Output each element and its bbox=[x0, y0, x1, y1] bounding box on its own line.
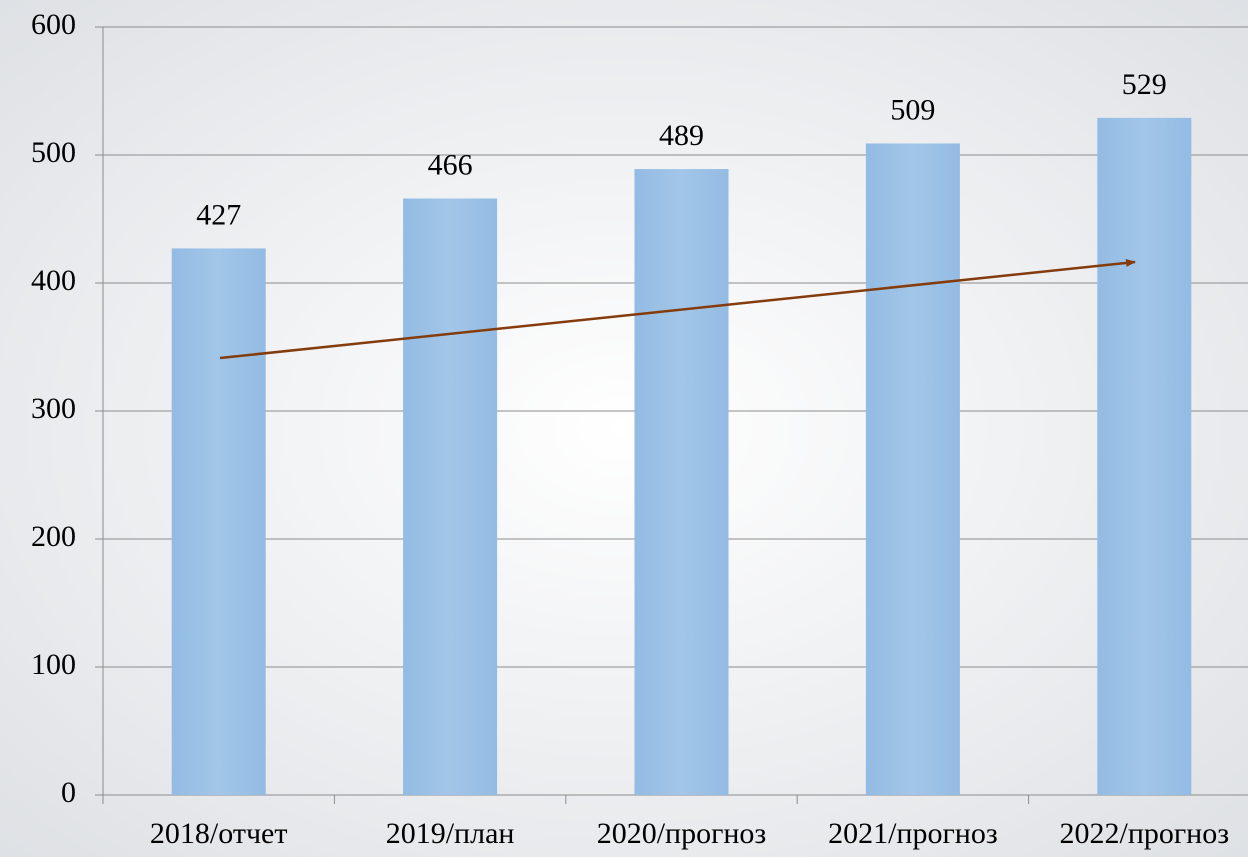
x-tick-label: 2022/прогноз bbox=[1059, 817, 1229, 850]
y-tick-label: 500 bbox=[31, 136, 76, 169]
bars: 427 466 489 509 529 bbox=[171, 68, 1192, 796]
bar bbox=[171, 248, 266, 795]
y-tick-label: 100 bbox=[31, 648, 76, 681]
data-label: 466 bbox=[428, 148, 473, 181]
y-tick-label: 400 bbox=[31, 264, 76, 297]
data-label: 509 bbox=[890, 93, 935, 126]
bar bbox=[865, 143, 960, 796]
x-tick-label: 2018/отчет bbox=[150, 817, 288, 850]
x-tick-label: 2021/прогноз bbox=[828, 817, 998, 850]
data-label: 529 bbox=[1122, 68, 1167, 101]
x-tick-label: 2019/план bbox=[386, 817, 515, 850]
y-tick-label: 0 bbox=[61, 776, 76, 809]
trend-arrow bbox=[219, 258, 1136, 360]
data-label: 489 bbox=[659, 119, 704, 152]
data-label: 427 bbox=[196, 198, 241, 231]
x-tick-label: 2020/прогноз bbox=[597, 817, 767, 850]
y-tick-label: 300 bbox=[31, 392, 76, 425]
y-tick-label: 200 bbox=[31, 520, 76, 553]
y-tick-label: 600 bbox=[31, 8, 76, 41]
bar bbox=[1097, 117, 1192, 795]
bar bbox=[403, 198, 498, 795]
bar bbox=[634, 169, 729, 795]
